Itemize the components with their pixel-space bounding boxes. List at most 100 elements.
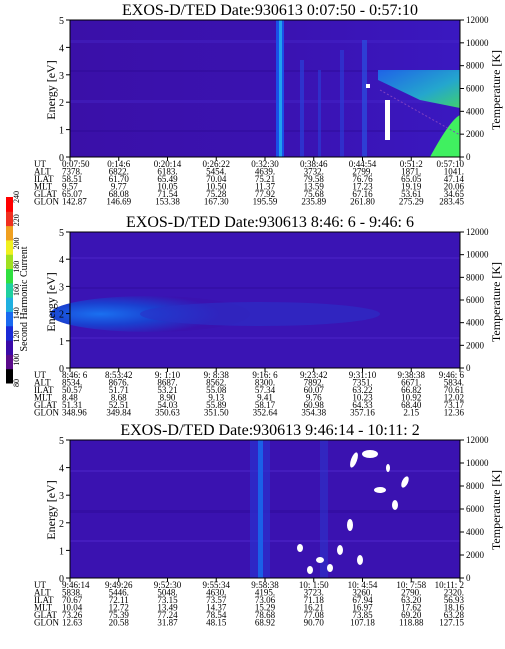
ephemeris-cell: 261.80: [350, 197, 375, 207]
ephemeris-cell: 64.33: [352, 400, 373, 410]
colorbar-swatch: [6, 325, 13, 341]
ephemeris-row-label: MLT: [34, 603, 53, 613]
ephemeris-cell: 54.03: [157, 400, 178, 410]
ephemeris-cell: 5454.: [206, 167, 226, 177]
ephemeris-cell: 195.59: [253, 197, 278, 207]
y2-tick-label: 8000: [466, 481, 485, 491]
ephemeris-cell: 275.29: [399, 197, 424, 207]
ephemeris-cell: 13.49: [157, 603, 178, 613]
ephemeris-cell: 0:07:50: [62, 159, 90, 169]
ephemeris-cell: 9: 1:10: [155, 370, 181, 380]
ephemeris-cell: 70.67: [62, 595, 83, 605]
y2-tick-label: 8000: [466, 272, 485, 282]
ephemeris-cell: 77.08: [304, 610, 325, 620]
ephemeris-cell: 0:57:10: [436, 159, 464, 169]
y2-tick-label: 4000: [466, 106, 485, 116]
ephemeris-cell: 4195.: [255, 588, 275, 598]
ephemeris-cell: 0:44:54: [349, 159, 377, 169]
ephemeris-cell: 10.05: [157, 182, 178, 192]
ephemeris-cell: 235.89: [301, 197, 326, 207]
ephemeris-cell: 349.84: [106, 408, 131, 418]
ephemeris-cell: 2.15: [403, 408, 419, 418]
ephemeris-cell: 167.30: [204, 197, 229, 207]
ephemeris-cell: 79.58: [304, 174, 325, 184]
ephemeris-row-label: ILAT: [34, 595, 54, 605]
colorbar-tick-label: 120: [12, 331, 21, 343]
blue-band: [140, 302, 380, 326]
ephemeris-cell: 5838.: [62, 588, 82, 598]
colorbar-tick-label: 220: [12, 214, 21, 226]
ephemeris-cell: 8676.: [109, 378, 129, 388]
ephemeris-cell: 3723.: [304, 588, 324, 598]
ephemeris-cell: 20.58: [109, 618, 130, 628]
ephemeris-cell: 8300.: [255, 378, 275, 388]
ephemeris-cell: 8.68: [111, 393, 127, 403]
ephemeris-cell: 58.51: [62, 174, 82, 184]
ephemeris-cell: 9:52:30: [154, 580, 182, 590]
ephemeris-cell: 6671.: [401, 378, 421, 388]
ephemeris-row-label: GLON: [34, 618, 59, 628]
y-tick-label: 2: [59, 98, 64, 109]
colorbar-ticks: 80 100 120 140 160 180 200 220 240: [12, 191, 21, 387]
y2-tick-label: 4000: [466, 527, 485, 537]
ephemeris-row-label: ALT: [34, 588, 51, 598]
ephemeris-cell: 73.57: [206, 595, 227, 605]
ephemeris-cell: 63.28: [444, 610, 465, 620]
ephemeris-cell: 13.59: [304, 182, 325, 192]
y-tick-label: 1: [59, 546, 64, 557]
ephemeris-cell: 3732.: [304, 167, 324, 177]
ephemeris-cell: 9:31:10: [349, 370, 377, 380]
ephemeris-cell: 8:46: 6: [62, 370, 88, 380]
ephemeris-cell: 60.98: [304, 400, 325, 410]
green-feature: [430, 115, 460, 157]
y2-axis-label: Temperature [K]: [489, 262, 503, 342]
y2-tick-label: 6000: [466, 504, 485, 514]
ephemeris-cell: 66.82: [401, 385, 421, 395]
y-tick-label: 3: [59, 71, 64, 82]
vertical-band: [318, 70, 321, 157]
vertical-band: [320, 440, 328, 578]
ephemeris-cell: 11.37: [255, 182, 275, 192]
ephemeris-cell: 15.29: [255, 603, 276, 613]
ephemeris-cell: 2790.: [401, 588, 421, 598]
ephemeris-row-label: GLON: [34, 197, 59, 207]
vertical-band: [300, 60, 304, 157]
y-tick-label: 0: [59, 153, 64, 164]
ephemeris-cell: 9: 8:38: [204, 370, 230, 380]
colorbar-label: Second Harmonic Current: [19, 246, 30, 351]
y2-tick-label: 0: [466, 152, 471, 162]
ephemeris-cell: 65.07: [62, 189, 83, 199]
ephemeris-cell: 68.08: [109, 189, 130, 199]
ephemeris-row-label: ILAT: [34, 385, 54, 395]
saturated-spots: [297, 450, 409, 574]
ephemeris-cell: 12.72: [109, 603, 129, 613]
y-tick-label: 5: [59, 228, 64, 239]
ephemeris-cell: 12.63: [62, 618, 83, 628]
ephemeris-cell: 55.89: [206, 400, 227, 410]
ephemeris-cell: 3260.: [352, 588, 372, 598]
ephemeris-cell: 9:16: 6: [252, 370, 278, 380]
tick-group: 0 1 2 3 4 5 0 2000 4000 6000 8000 10000 12000: [59, 435, 489, 585]
ephemeris-row-label: UT: [34, 580, 46, 590]
ephemeris-cell: 75.68: [304, 189, 325, 199]
colorbar-swatch: [6, 211, 13, 227]
colorbar: 80 100 120 140 160 180 200 220 240 Second Harmon…: [6, 191, 30, 387]
ephemeris-cell: 51.71: [109, 385, 129, 395]
ephemeris-cell: 17.23: [352, 182, 373, 192]
ephemeris-cell: 68.40: [401, 400, 422, 410]
colorbar-swatch: [6, 311, 13, 327]
y2-tick-label: 0: [466, 573, 471, 583]
ephemeris-cell: 2799.: [352, 167, 372, 177]
ephemeris-cell: 10.50: [206, 182, 227, 192]
ephemeris-cell: 146.69: [106, 197, 131, 207]
spectrogram-panel-2: EXOS-D/TED Date:930613 8:46: 6 - 9:46: 6…: [0, 212, 505, 420]
ephemeris-cell: 348.96: [62, 408, 87, 418]
tick-group: 0 1 2 3 4 5 0 2000 4000 6000 8000 10000 12000: [59, 15, 489, 164]
y2-tick-label: 12000: [466, 227, 489, 237]
spectrogram-chart-2: 0 1 2 3 4 5 0 2000 4000 6000 8000 10000 12000 Energy…: [34, 227, 503, 418]
ephemeris-cell: 50.57: [62, 385, 83, 395]
colorbar-tick-label: 140: [12, 307, 21, 319]
ephemeris-row-label: GLAT: [34, 400, 57, 410]
ephemeris-cell: 78.54: [206, 610, 227, 620]
ephemeris-cell: 0:14:6: [107, 159, 131, 169]
